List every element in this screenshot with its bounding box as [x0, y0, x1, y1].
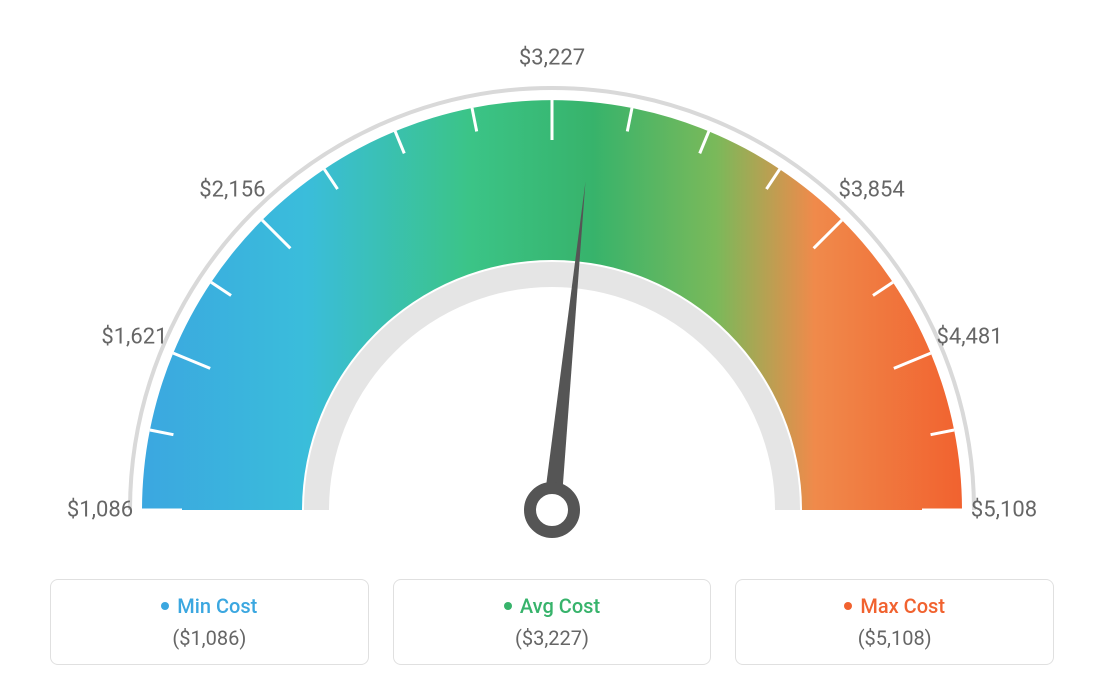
legend-card-min: Min Cost ($1,086) [50, 579, 369, 665]
legend-label-avg: Avg Cost [504, 594, 600, 618]
legend-value-min: ($1,086) [61, 626, 358, 650]
gauge-tick-label: $2,156 [199, 178, 265, 203]
legend-value-max: ($5,108) [746, 626, 1043, 650]
legend-dot-min [161, 602, 169, 610]
gauge-tick-label: $3,854 [839, 178, 905, 203]
legend-dot-avg [504, 602, 512, 610]
legend-card-max: Max Cost ($5,108) [735, 579, 1054, 665]
gauge-tick-label: $1,621 [101, 325, 167, 350]
gauge-hub [530, 488, 574, 532]
gauge-tick-label: $4,481 [937, 325, 1003, 350]
legend-label-min: Min Cost [161, 594, 257, 618]
legend-value-avg: ($3,227) [404, 626, 701, 650]
legend-label-min-text: Min Cost [177, 594, 257, 618]
gauge-tick-label: $5,108 [971, 498, 1037, 523]
legend-row: Min Cost ($1,086) Avg Cost ($3,227) Max … [50, 579, 1054, 665]
gauge-area: $1,086 $1,621 $2,156 $3,227 $3,854 $4,481 $5,1… [0, 0, 1104, 570]
gauge-svg [0, 0, 1104, 570]
legend-label-max-text: Max Cost [860, 594, 945, 618]
legend-label-max: Max Cost [844, 594, 945, 618]
gauge-chart-container: $1,086 $1,621 $2,156 $3,227 $3,854 $4,481 $5,1… [0, 0, 1104, 690]
legend-dot-max [844, 602, 852, 610]
legend-card-avg: Avg Cost ($3,227) [393, 579, 712, 665]
gauge-tick-label: $1,086 [67, 498, 133, 523]
gauge-tick-label: $3,227 [519, 46, 585, 71]
legend-label-avg-text: Avg Cost [520, 594, 600, 618]
